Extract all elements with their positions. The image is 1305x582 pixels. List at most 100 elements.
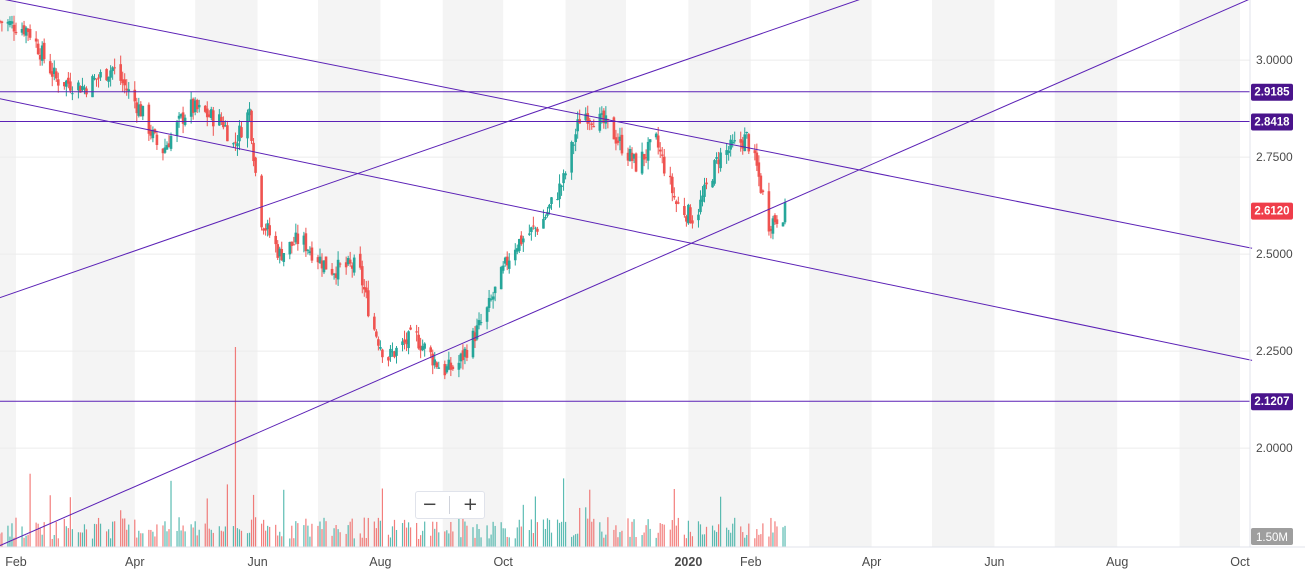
volume-bar [692,536,693,547]
candle-body [697,215,700,221]
volume-bar [478,529,479,547]
volume-bar [100,524,101,547]
volume-bar [714,530,715,547]
volume-bar [420,535,421,547]
volume-bar [195,521,196,547]
month-band [318,0,380,547]
candle-body [544,217,547,219]
volume-bar [466,526,467,547]
candle-body [246,112,249,138]
volume-bar [261,524,262,547]
candle-body [57,79,60,85]
candle-body [381,350,384,358]
candle-body [170,136,173,149]
candle-body [99,72,102,77]
volume-bar [732,524,733,547]
volume-bar [319,521,320,547]
volume-bar [303,525,304,547]
volume-bar [11,523,12,547]
volume-bar [40,528,41,547]
x-tick-label: Feb [5,555,27,569]
volume-bar [587,519,588,547]
volume-bar [221,531,222,547]
candle-body [377,339,380,346]
volume-bar [209,529,210,547]
candle-body [212,110,215,126]
volume-bar [533,533,534,547]
volume-bar [444,531,445,547]
level-price-tag: 2.8418 [1254,117,1290,129]
candle-body [550,197,553,204]
zoom-in-button[interactable]: + [463,492,478,518]
volume-bar [744,538,745,547]
volume-bar [68,528,69,547]
candle-body [423,344,426,349]
candle-body [274,236,277,244]
volume-bar [772,533,773,547]
volume-bar [521,527,522,547]
volume-bar [748,524,749,547]
candle-body [508,261,511,269]
volume-bar [197,535,198,547]
zoom-out-button[interactable]: − [422,492,437,518]
volume-bar [617,537,618,547]
volume-bar [72,529,73,547]
volume-bar [170,481,171,547]
volume-bar [464,522,465,547]
candle-body [361,266,364,285]
volume-bar [571,537,572,547]
volume-bar [688,521,689,547]
volume-bar [311,524,312,547]
volume-bar [295,521,296,547]
candle-body [691,220,694,223]
volume-bar [591,522,592,547]
volume-bar [378,518,379,547]
volume-bar [366,538,367,547]
candle-body [635,153,638,171]
candle-body [250,111,253,141]
volume-bar [585,507,586,547]
candle-body [297,234,300,244]
candle-body [548,205,551,209]
candle-body [663,157,666,174]
volume-bar [360,533,361,547]
candle-body [494,287,497,293]
candle-body [113,67,116,68]
volume-bar [458,518,459,547]
candle-body [43,43,46,59]
volume-bar [704,534,705,547]
candle-body [37,44,40,55]
volume-bar [305,519,306,547]
volume-bar [199,530,200,547]
volume-bar [742,532,743,547]
volume-bar [364,518,365,547]
volume-bar [92,539,93,547]
volume-bar [698,521,699,547]
volume-bar [309,537,310,547]
volume-bar [66,526,67,547]
volume-bar [716,532,717,547]
volume-bar [80,532,81,547]
volume-bar [112,522,113,547]
candle-body [647,142,650,161]
volume-bar [247,533,248,547]
candle-body [452,367,455,370]
candle-body [643,154,646,160]
candle-body [349,260,352,264]
volume-bar [760,534,761,547]
volume-bar [462,518,463,547]
candle-body [55,71,58,78]
volume-bar [176,531,177,547]
x-tick-label: Jun [984,555,1004,569]
volume-bar [507,537,508,547]
candle-body [703,185,706,197]
volume-bar [418,539,419,547]
volume-bar [658,533,659,547]
volume-bar [354,538,355,547]
candle-body [719,153,722,169]
x-tick-label: Aug [1106,555,1128,569]
candle-body [331,269,334,275]
candle-body [522,239,525,243]
